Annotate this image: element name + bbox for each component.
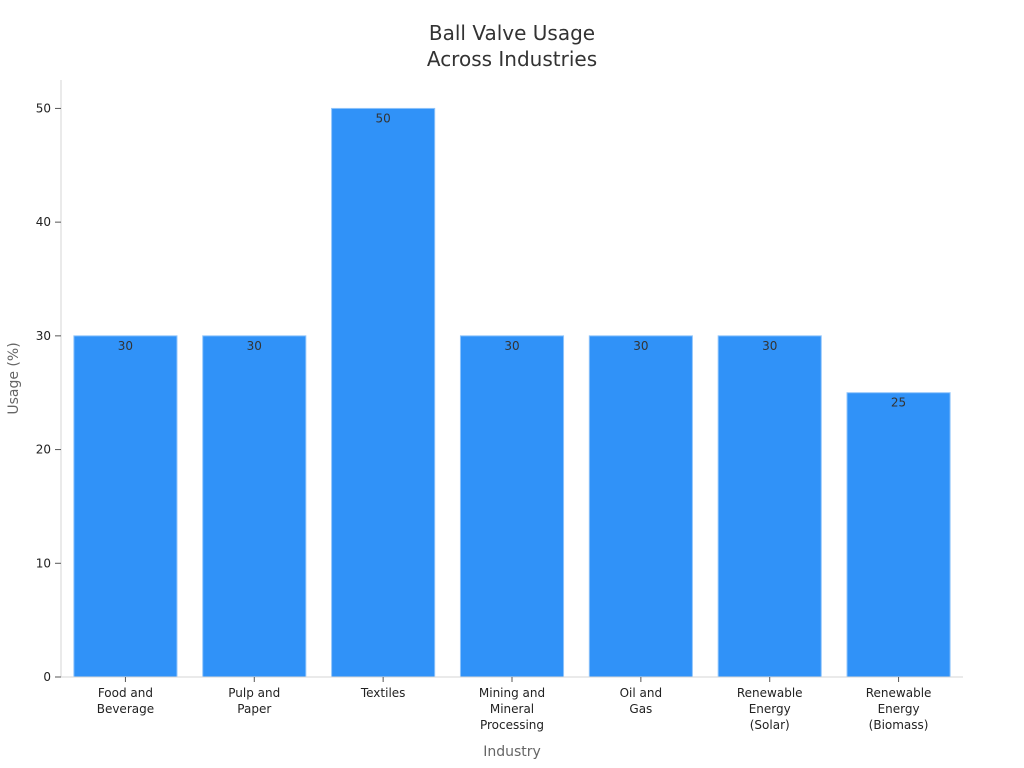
x-tick-label: Renewable <box>866 686 932 700</box>
x-tick-label: Processing <box>480 718 544 732</box>
bar <box>717 335 822 678</box>
x-tick-label: Energy <box>878 702 920 716</box>
x-axis: Food and Beverage Pulp and Paper Textiles Min… <box>61 676 963 732</box>
y-tick-label: 20 <box>36 443 51 457</box>
x-tick-label: Energy <box>749 702 791 716</box>
x-tick-label: (Biomass) <box>869 718 929 732</box>
x-tick-label: Paper <box>237 702 271 716</box>
data-label: 30 <box>633 339 648 353</box>
data-label: 30 <box>247 339 262 353</box>
data-label: 30 <box>762 339 777 353</box>
x-tick-label: Food and <box>98 686 153 700</box>
bar <box>846 392 951 678</box>
data-label: 30 <box>504 339 519 353</box>
y-tick-label: 30 <box>36 329 51 343</box>
bar <box>73 335 178 678</box>
bar <box>459 335 565 678</box>
bar <box>588 335 693 678</box>
x-tick-label: (Solar) <box>750 718 790 732</box>
y-tick-label: 50 <box>36 101 51 115</box>
data-label: 25 <box>891 396 906 410</box>
x-tick-label: Oil and <box>620 686 663 700</box>
bar <box>202 335 307 678</box>
y-tick-label: 0 <box>43 670 51 684</box>
chart-title-line: Across Industries <box>427 47 597 71</box>
y-tick-label: 10 <box>36 556 51 570</box>
x-tick-label: Mining and <box>479 686 545 700</box>
x-tick-label: Mineral <box>490 702 534 716</box>
data-label: 30 <box>118 339 133 353</box>
chart-title-line: Ball Valve Usage <box>429 21 595 45</box>
x-tick-label: Gas <box>629 702 652 716</box>
data-label: 50 <box>376 111 391 125</box>
y-axis-title: Usage (%) <box>6 342 22 414</box>
bar <box>331 107 436 678</box>
x-tick-label: Pulp and <box>228 686 280 700</box>
x-tick-label: Renewable <box>737 686 803 700</box>
x-tick-label: Beverage <box>97 702 154 716</box>
data-labels-group: 30 30 50 30 30 30 25 <box>118 111 906 409</box>
y-tick-label: 40 <box>36 215 51 229</box>
y-axis: 0 10 20 30 40 50 <box>36 80 62 684</box>
bars-group <box>73 107 951 678</box>
x-axis-title: Industry <box>483 744 541 760</box>
x-tick-label: Textiles <box>360 686 406 700</box>
